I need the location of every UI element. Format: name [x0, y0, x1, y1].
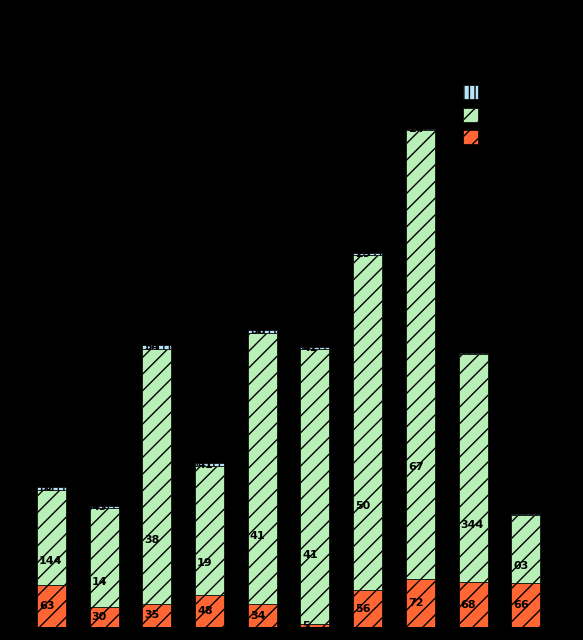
Text: 43: 43 [92, 502, 107, 512]
Text: 38: 38 [145, 535, 160, 545]
Text: 144: 144 [39, 556, 62, 566]
Text: 344: 344 [461, 520, 484, 530]
Bar [195, 463, 224, 466]
Bar [248, 333, 277, 604]
Text: 50: 50 [355, 501, 371, 511]
Text: 34: 34 [250, 611, 265, 621]
Bar [300, 624, 329, 627]
Text: 54: 54 [145, 342, 160, 352]
Text: 66: 66 [514, 600, 529, 610]
Bar [406, 579, 435, 627]
Text: 72: 72 [408, 598, 423, 608]
Bar [459, 353, 487, 355]
Bar [248, 330, 277, 333]
Text: 03: 03 [514, 561, 529, 571]
Bar [353, 255, 382, 590]
Bar [142, 349, 171, 604]
Text: 5: 5 [303, 621, 310, 630]
Text: 19: 19 [197, 558, 213, 568]
Bar [300, 349, 329, 624]
Bar [248, 604, 277, 627]
Bar [195, 466, 224, 595]
Bar [37, 585, 66, 627]
Text: 56: 56 [355, 604, 371, 614]
Bar [353, 590, 382, 627]
Bar [459, 582, 487, 627]
Text: 29: 29 [355, 250, 371, 259]
Text: 30: 30 [92, 612, 107, 622]
Bar [406, 130, 435, 579]
Bar [142, 346, 171, 349]
Text: 14: 14 [92, 577, 107, 588]
Bar [511, 515, 540, 583]
Bar [300, 347, 329, 349]
Text: 24: 24 [408, 124, 424, 134]
Bar [37, 486, 66, 490]
Text: 36: 36 [250, 326, 265, 337]
Bar [195, 595, 224, 627]
Bar [353, 253, 382, 255]
Text: 35: 35 [145, 611, 160, 620]
Text: 42: 42 [303, 343, 318, 353]
Bar [142, 604, 171, 627]
Text: 52: 52 [39, 483, 54, 493]
Bar [511, 583, 540, 627]
Text: 41: 41 [303, 550, 318, 560]
Bar [459, 355, 487, 582]
Bar [90, 607, 118, 627]
Text: 68: 68 [461, 600, 476, 609]
Bar [37, 490, 66, 585]
Text: 41: 41 [197, 460, 213, 470]
Text: 63: 63 [39, 601, 54, 611]
Text: 67: 67 [408, 462, 424, 472]
Bar [90, 509, 118, 607]
Bar [406, 129, 435, 130]
Bar [90, 506, 118, 509]
Text: 48: 48 [197, 606, 213, 616]
Text: 41: 41 [250, 531, 265, 541]
